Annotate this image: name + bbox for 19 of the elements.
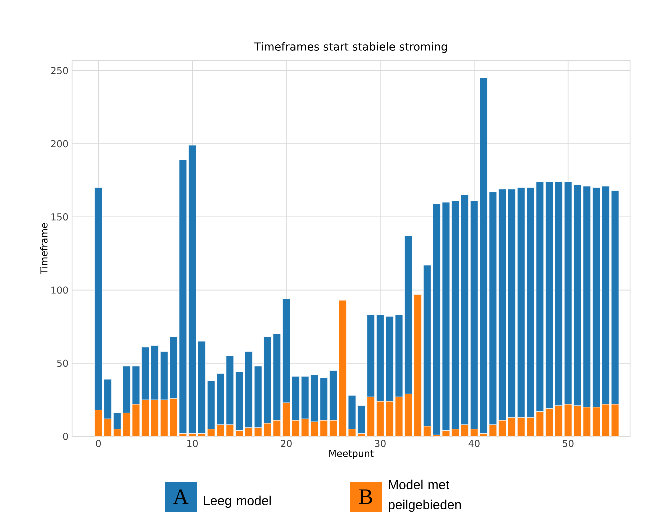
- chart-title: Timeframes start stabiele stroming: [254, 42, 448, 54]
- text: B: [359, 490, 372, 504]
- y-tick-label: 150: [52, 214, 68, 221]
- legend-label: Model met peilgebieden: [389, 480, 462, 512]
- x-tick-label: 40: [468, 440, 480, 448]
- y-tick-label: 0: [63, 433, 68, 440]
- x-tick-label: 30: [375, 440, 386, 448]
- y-tick-label: 200: [51, 140, 68, 148]
- y-tick-label: 50: [57, 360, 68, 368]
- x-tick-label: 10: [188, 440, 198, 448]
- text: A: [173, 490, 189, 504]
- y-tick-label: 100: [52, 286, 68, 294]
- y-axis-title: Timeframe: [40, 223, 48, 274]
- x-tick-label: 20: [281, 440, 292, 448]
- x-axis-title: Meetpunt: [330, 450, 374, 460]
- y-tick-label: 250: [51, 67, 68, 74]
- legend-label: Leeg model: [204, 496, 271, 508]
- x-tick-label: 0: [96, 440, 102, 448]
- x-tick-label: 50: [563, 440, 574, 448]
